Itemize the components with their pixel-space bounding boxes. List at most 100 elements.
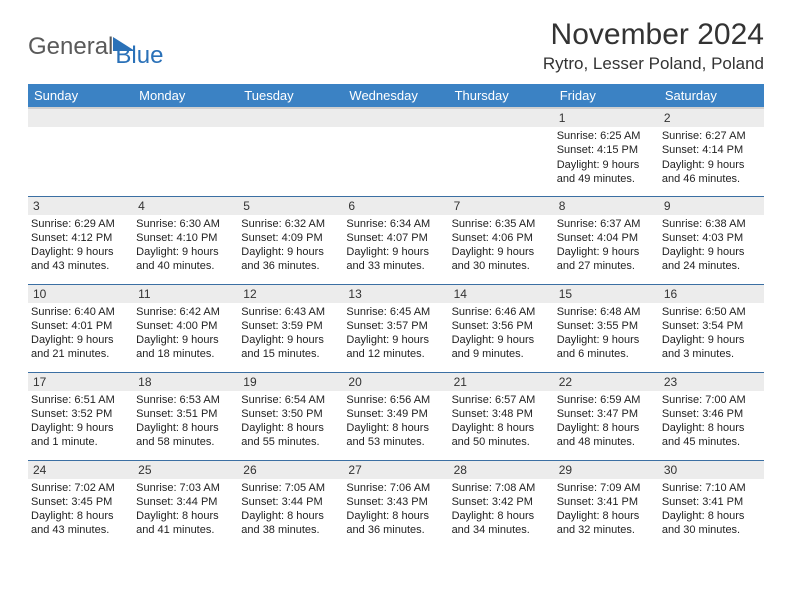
sunrise-text: Sunrise: 6:30 AM: [136, 217, 234, 231]
calendar-day-cell: [28, 108, 133, 196]
daylight-text: Daylight: 8 hours and 36 minutes.: [346, 509, 444, 538]
sunrise-text: Sunrise: 6:54 AM: [241, 393, 339, 407]
sunrise-text: Sunrise: 6:46 AM: [452, 305, 550, 319]
weekday-header-row: Sunday Monday Tuesday Wednesday Thursday…: [28, 84, 764, 108]
daylight-text: Daylight: 8 hours and 43 minutes.: [31, 509, 129, 538]
sunset-text: Sunset: 4:07 PM: [346, 231, 444, 245]
day-number: 9: [659, 197, 764, 215]
sunrise-text: Sunrise: 7:03 AM: [136, 481, 234, 495]
sunrise-text: Sunrise: 6:40 AM: [31, 305, 129, 319]
sunrise-text: Sunrise: 6:34 AM: [346, 217, 444, 231]
daylight-text: Daylight: 9 hours and 15 minutes.: [241, 333, 339, 362]
day-number: 22: [554, 373, 659, 391]
day-number: 3: [28, 197, 133, 215]
day-details: Sunrise: 7:09 AMSunset: 3:41 PMDaylight:…: [554, 479, 659, 541]
sunrise-text: Sunrise: 6:51 AM: [31, 393, 129, 407]
calendar-day-cell: 10Sunrise: 6:40 AMSunset: 4:01 PMDayligh…: [28, 284, 133, 372]
calendar-day-cell: 11Sunrise: 6:42 AMSunset: 4:00 PMDayligh…: [133, 284, 238, 372]
sunrise-text: Sunrise: 7:08 AM: [452, 481, 550, 495]
daylight-text: Daylight: 8 hours and 30 minutes.: [662, 509, 760, 538]
daylight-text: Daylight: 9 hours and 21 minutes.: [31, 333, 129, 362]
sunrise-text: Sunrise: 6:43 AM: [241, 305, 339, 319]
day-details: Sunrise: 7:00 AMSunset: 3:46 PMDaylight:…: [659, 391, 764, 453]
day-details: Sunrise: 7:02 AMSunset: 3:45 PMDaylight:…: [28, 479, 133, 541]
day-details: Sunrise: 6:30 AMSunset: 4:10 PMDaylight:…: [133, 215, 238, 277]
daylight-text: Daylight: 8 hours and 45 minutes.: [662, 421, 760, 450]
calendar-day-cell: 27Sunrise: 7:06 AMSunset: 3:43 PMDayligh…: [343, 460, 448, 548]
calendar-day-cell: 19Sunrise: 6:54 AMSunset: 3:50 PMDayligh…: [238, 372, 343, 460]
calendar-day-cell: 23Sunrise: 7:00 AMSunset: 3:46 PMDayligh…: [659, 372, 764, 460]
day-number: 27: [343, 461, 448, 479]
sunrise-text: Sunrise: 7:02 AM: [31, 481, 129, 495]
day-number: [133, 109, 238, 127]
daylight-text: Daylight: 9 hours and 24 minutes.: [662, 245, 760, 274]
daylight-text: Daylight: 9 hours and 49 minutes.: [557, 158, 655, 187]
weekday-header: Saturday: [659, 84, 764, 108]
day-details: Sunrise: 6:50 AMSunset: 3:54 PMDaylight:…: [659, 303, 764, 365]
calendar-day-cell: 30Sunrise: 7:10 AMSunset: 3:41 PMDayligh…: [659, 460, 764, 548]
calendar-day-cell: 17Sunrise: 6:51 AMSunset: 3:52 PMDayligh…: [28, 372, 133, 460]
calendar-day-cell: 4Sunrise: 6:30 AMSunset: 4:10 PMDaylight…: [133, 196, 238, 284]
calendar-day-cell: 16Sunrise: 6:50 AMSunset: 3:54 PMDayligh…: [659, 284, 764, 372]
day-number: 26: [238, 461, 343, 479]
day-number: [238, 109, 343, 127]
calendar-day-cell: 3Sunrise: 6:29 AMSunset: 4:12 PMDaylight…: [28, 196, 133, 284]
month-title: November 2024: [543, 18, 764, 52]
day-details: Sunrise: 7:05 AMSunset: 3:44 PMDaylight:…: [238, 479, 343, 541]
day-details: Sunrise: 6:38 AMSunset: 4:03 PMDaylight:…: [659, 215, 764, 277]
sunset-text: Sunset: 4:14 PM: [662, 143, 760, 157]
day-number: 29: [554, 461, 659, 479]
calendar-day-cell: 13Sunrise: 6:45 AMSunset: 3:57 PMDayligh…: [343, 284, 448, 372]
sunset-text: Sunset: 3:55 PM: [557, 319, 655, 333]
sunrise-text: Sunrise: 6:27 AM: [662, 129, 760, 143]
daylight-text: Daylight: 8 hours and 53 minutes.: [346, 421, 444, 450]
daylight-text: Daylight: 9 hours and 30 minutes.: [452, 245, 550, 274]
day-details: Sunrise: 6:57 AMSunset: 3:48 PMDaylight:…: [449, 391, 554, 453]
calendar-day-cell: 22Sunrise: 6:59 AMSunset: 3:47 PMDayligh…: [554, 372, 659, 460]
day-number: 21: [449, 373, 554, 391]
day-number: 19: [238, 373, 343, 391]
sunrise-text: Sunrise: 6:48 AM: [557, 305, 655, 319]
daylight-text: Daylight: 8 hours and 34 minutes.: [452, 509, 550, 538]
calendar-day-cell: 20Sunrise: 6:56 AMSunset: 3:49 PMDayligh…: [343, 372, 448, 460]
sunset-text: Sunset: 3:54 PM: [662, 319, 760, 333]
calendar-day-cell: 8Sunrise: 6:37 AMSunset: 4:04 PMDaylight…: [554, 196, 659, 284]
calendar-day-cell: 5Sunrise: 6:32 AMSunset: 4:09 PMDaylight…: [238, 196, 343, 284]
sunrise-text: Sunrise: 7:00 AM: [662, 393, 760, 407]
daylight-text: Daylight: 9 hours and 33 minutes.: [346, 245, 444, 274]
day-number: 14: [449, 285, 554, 303]
sunset-text: Sunset: 3:46 PM: [662, 407, 760, 421]
day-details: Sunrise: 6:45 AMSunset: 3:57 PMDaylight:…: [343, 303, 448, 365]
sunset-text: Sunset: 3:59 PM: [241, 319, 339, 333]
brand-logo: General Blue: [28, 24, 163, 70]
sunset-text: Sunset: 4:15 PM: [557, 143, 655, 157]
sunset-text: Sunset: 3:44 PM: [241, 495, 339, 509]
sunset-text: Sunset: 3:50 PM: [241, 407, 339, 421]
weekday-header: Friday: [554, 84, 659, 108]
sunset-text: Sunset: 3:56 PM: [452, 319, 550, 333]
calendar-week-row: 1Sunrise: 6:25 AMSunset: 4:15 PMDaylight…: [28, 108, 764, 196]
day-details: Sunrise: 6:59 AMSunset: 3:47 PMDaylight:…: [554, 391, 659, 453]
day-number: [449, 109, 554, 127]
sunrise-text: Sunrise: 6:35 AM: [452, 217, 550, 231]
daylight-text: Daylight: 9 hours and 6 minutes.: [557, 333, 655, 362]
day-details: Sunrise: 7:10 AMSunset: 3:41 PMDaylight:…: [659, 479, 764, 541]
weekday-header: Sunday: [28, 84, 133, 108]
calendar-day-cell: 12Sunrise: 6:43 AMSunset: 3:59 PMDayligh…: [238, 284, 343, 372]
calendar-day-cell: 2Sunrise: 6:27 AMSunset: 4:14 PMDaylight…: [659, 108, 764, 196]
calendar-day-cell: 14Sunrise: 6:46 AMSunset: 3:56 PMDayligh…: [449, 284, 554, 372]
daylight-text: Daylight: 8 hours and 38 minutes.: [241, 509, 339, 538]
day-number: 18: [133, 373, 238, 391]
sunset-text: Sunset: 4:12 PM: [31, 231, 129, 245]
calendar-day-cell: 18Sunrise: 6:53 AMSunset: 3:51 PMDayligh…: [133, 372, 238, 460]
sunset-text: Sunset: 3:47 PM: [557, 407, 655, 421]
sunset-text: Sunset: 4:00 PM: [136, 319, 234, 333]
day-number: 25: [133, 461, 238, 479]
daylight-text: Daylight: 9 hours and 27 minutes.: [557, 245, 655, 274]
day-number: 30: [659, 461, 764, 479]
sunset-text: Sunset: 3:45 PM: [31, 495, 129, 509]
calendar-day-cell: 15Sunrise: 6:48 AMSunset: 3:55 PMDayligh…: [554, 284, 659, 372]
sunset-text: Sunset: 3:57 PM: [346, 319, 444, 333]
sunset-text: Sunset: 4:01 PM: [31, 319, 129, 333]
daylight-text: Daylight: 8 hours and 50 minutes.: [452, 421, 550, 450]
